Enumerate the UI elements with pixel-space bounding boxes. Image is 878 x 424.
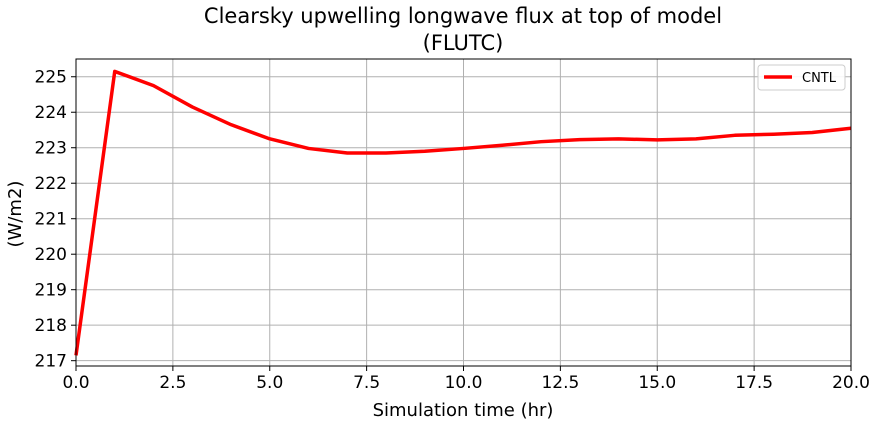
y-tick-label-6: 223	[35, 139, 67, 159]
chart-title-line-2: (FLUTC)	[423, 31, 504, 55]
chart-title-line-1: Clearsky upwelling longwave flux at top …	[204, 4, 722, 28]
series-line-cntl	[74, 69, 852, 356]
x-tick-label-5: 12.5	[541, 373, 579, 393]
x-tick-label-3: 7.5	[353, 373, 380, 393]
y-tick-label-7: 224	[35, 103, 67, 123]
x-tick-label-2: 5.0	[256, 373, 283, 393]
legend-box	[757, 64, 846, 91]
y-axis-ticks: 217 218 219 220 221 222 223 224 225	[35, 68, 76, 372]
y-tick-label-5: 222	[35, 174, 67, 194]
x-tick-label-0: 0.0	[62, 373, 89, 393]
grid-lines	[75, 59, 852, 366]
y-tick-label-2: 219	[35, 281, 67, 301]
y-tick-label-0: 217	[35, 352, 67, 372]
y-tick-label-8: 225	[35, 68, 67, 88]
y-tick-label-1: 218	[35, 316, 67, 336]
y-tick-label-4: 221	[35, 210, 67, 230]
x-tick-label-6: 15.0	[638, 373, 676, 393]
series-layer	[74, 69, 852, 356]
y-tick-label-3: 220	[35, 245, 67, 265]
legend: CNTL	[757, 64, 846, 91]
legend-label-cntl: CNTL	[802, 71, 837, 86]
x-tick-label-8: 20.0	[832, 373, 870, 393]
x-axis-ticks: 0.0 2.5 5.0 7.5 10.0 12.5 15.0 17.5 20.0	[62, 366, 870, 393]
x-tick-label-7: 17.5	[735, 373, 773, 393]
x-tick-label-4: 10.0	[445, 373, 483, 393]
x-axis-label: Simulation time (hr)	[373, 400, 554, 421]
x-tick-label-1: 2.5	[159, 373, 186, 393]
y-axis-label: (W/m2)	[5, 181, 26, 248]
